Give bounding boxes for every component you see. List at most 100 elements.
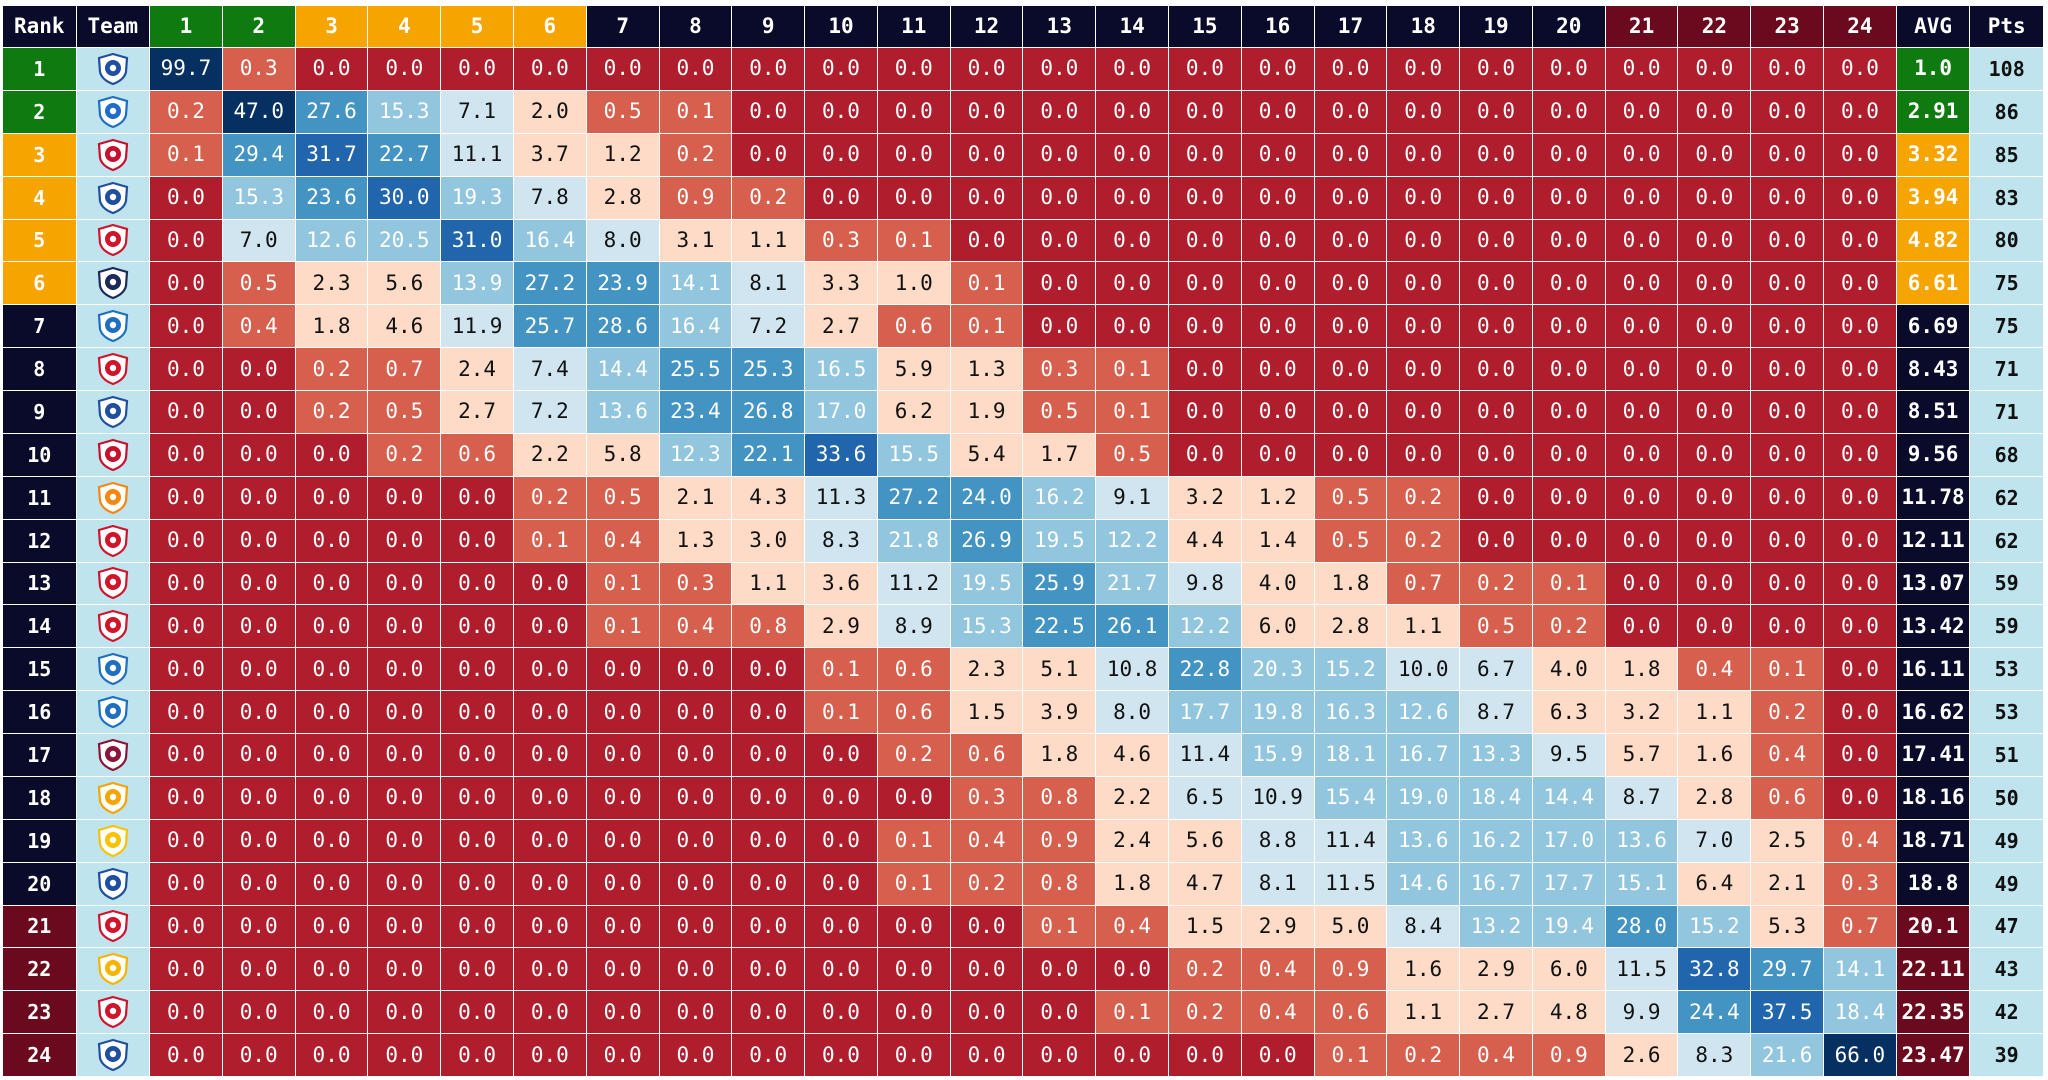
points-cell: 71	[1969, 347, 2044, 391]
probability-cell: 0.0	[367, 733, 442, 777]
probability-cell: 0.0	[1604, 475, 1679, 520]
probability-cell: 0.0	[221, 604, 296, 649]
probability-cell: 1.6	[1677, 733, 1752, 777]
probability-cell: 0.9	[658, 175, 733, 220]
probability-cell: 0.0	[1531, 518, 1606, 563]
rank-cell: 6	[2, 261, 77, 306]
probability-cell: 0.1	[876, 818, 951, 863]
probability-cell: 0.0	[1022, 218, 1097, 263]
bristol-rovers-crest-icon	[97, 867, 128, 900]
table-row: 3 0.1 29.4 31.7 22.7 11.1 3.7 1.2 0.2 0.0 0.0 0.0 0.…	[2, 132, 2044, 177]
probability-cell: 27.6	[294, 89, 369, 134]
probability-cell: 0.6	[949, 733, 1024, 777]
probability-cell: 25.9	[1022, 561, 1097, 606]
probability-cell: 1.1	[731, 561, 806, 606]
probability-cell: 0.0	[1677, 390, 1752, 434]
probability-cell: 0.1	[949, 304, 1024, 349]
probability-cell: 0.0	[294, 475, 369, 520]
probability-cell: 1.3	[949, 347, 1024, 391]
probability-cell: 0.0	[149, 304, 223, 349]
header-position-4: 4	[367, 5, 442, 48]
probability-cell: 0.2	[949, 861, 1024, 906]
probability-cell: 0.7	[1823, 904, 1897, 949]
probability-cell: 5.1	[1022, 647, 1097, 692]
probability-cell: 0.0	[585, 733, 660, 777]
probability-cell: 11.9	[440, 304, 514, 349]
table-row: 11 0.0 0.0 0.0 0.0 0.0 0.2 0.5 2.1 4.3 11.3 27.2 24.…	[2, 475, 2044, 520]
table-row: 17 0.0 0.0 0.0 0.0 0.0 0.0 0.0 0.0 0.0 0.0 0.2 0.6 1.…	[2, 733, 2044, 777]
probability-cell: 0.0	[1459, 218, 1533, 263]
probability-cell: 0.4	[1750, 733, 1825, 777]
probability-cell: 3.0	[731, 518, 806, 563]
probability-cell: 1.1	[1386, 990, 1461, 1035]
probability-cell: 0.0	[1750, 390, 1825, 434]
probability-cell: 29.4	[221, 132, 296, 177]
probability-cell: 0.0	[149, 561, 223, 606]
probability-cell: 0.0	[149, 347, 223, 391]
probability-cell: 12.6	[1386, 690, 1461, 734]
probability-cell: 8.1	[731, 261, 806, 306]
probability-cell: 0.0	[221, 561, 296, 606]
avg-position-cell: 23.47	[1895, 1033, 1971, 1077]
probability-cell: 0.0	[1531, 89, 1606, 134]
probability-cell: 0.2	[1168, 990, 1242, 1035]
probability-cell: 0.0	[512, 1033, 587, 1077]
probability-cell: 0.1	[876, 861, 951, 906]
probability-cell: 0.0	[1095, 947, 1169, 992]
probability-cell: 0.0	[1386, 390, 1461, 434]
rank-cell: 22	[2, 947, 77, 992]
probability-cell: 0.0	[804, 733, 878, 777]
probability-cell: 0.0	[1459, 175, 1533, 220]
probability-cell: 0.6	[440, 432, 514, 477]
probability-cell: 0.0	[1022, 175, 1097, 220]
header-position-6: 6	[512, 5, 587, 48]
probability-cell: 0.0	[658, 990, 733, 1035]
avg-position-cell: 13.42	[1895, 604, 1971, 649]
avg-position-cell: 17.41	[1895, 733, 1971, 777]
probability-cell: 0.0	[1531, 304, 1606, 349]
probability-cell: 0.2	[367, 432, 442, 477]
probability-cell: 0.0	[149, 218, 223, 263]
probability-cell: 0.0	[512, 818, 587, 863]
probability-cell: 0.0	[804, 818, 878, 863]
probability-cell: 0.0	[440, 475, 514, 520]
probability-cell: 15.3	[367, 89, 442, 134]
probability-cell: 0.0	[1604, 47, 1679, 91]
probability-cell: 37.5	[1750, 990, 1825, 1035]
probability-cell: 0.0	[294, 518, 369, 563]
shrewsbury-crest-icon	[97, 1038, 128, 1072]
probability-cell: 0.0	[949, 904, 1024, 949]
team-crest-cell	[75, 218, 151, 263]
table-row: 19 0.0 0.0 0.0 0.0 0.0 0.0 0.0 0.0 0.0 0.0 0.1 0.4 0.…	[2, 818, 2044, 863]
probability-cell: 1.8	[1604, 647, 1679, 692]
points-cell: 49	[1969, 861, 2044, 906]
probability-cell: 0.0	[731, 733, 806, 777]
probability-cell: 0.1	[804, 647, 878, 692]
probability-cell: 0.0	[1823, 561, 1897, 606]
probability-cell: 0.0	[1240, 47, 1315, 91]
probability-cell: 21.8	[876, 518, 951, 563]
probability-cell: 17.7	[1168, 690, 1242, 734]
probability-cell: 1.2	[585, 132, 660, 177]
header-position-20: 20	[1531, 5, 1606, 48]
probability-cell: 0.0	[949, 89, 1024, 134]
probability-cell: 0.9	[1022, 818, 1097, 863]
probability-cell: 0.1	[1095, 990, 1169, 1035]
probability-cell: 0.0	[149, 175, 223, 220]
probability-cell: 0.0	[731, 904, 806, 949]
probability-cell: 0.6	[876, 304, 951, 349]
probability-cell: 0.3	[1022, 347, 1097, 391]
probability-cell: 0.0	[658, 775, 733, 820]
probability-cell: 0.0	[876, 175, 951, 220]
probability-cell: 0.0	[1823, 475, 1897, 520]
avg-position-cell: 18.16	[1895, 775, 1971, 820]
team-crest-cell	[75, 604, 151, 649]
probability-cell: 16.4	[512, 218, 587, 263]
table-row: 20 0.0 0.0 0.0 0.0 0.0 0.0 0.0 0.0 0.0 0.0 0.1 0.2 0.…	[2, 861, 2044, 906]
rotherham-crest-icon	[97, 610, 128, 643]
probability-cell: 11.1	[440, 132, 514, 177]
probability-cell: 31.0	[440, 218, 514, 263]
header-position-7: 7	[585, 5, 660, 48]
probability-cell: 99.7	[149, 47, 223, 91]
rank-cell: 2	[2, 89, 77, 134]
